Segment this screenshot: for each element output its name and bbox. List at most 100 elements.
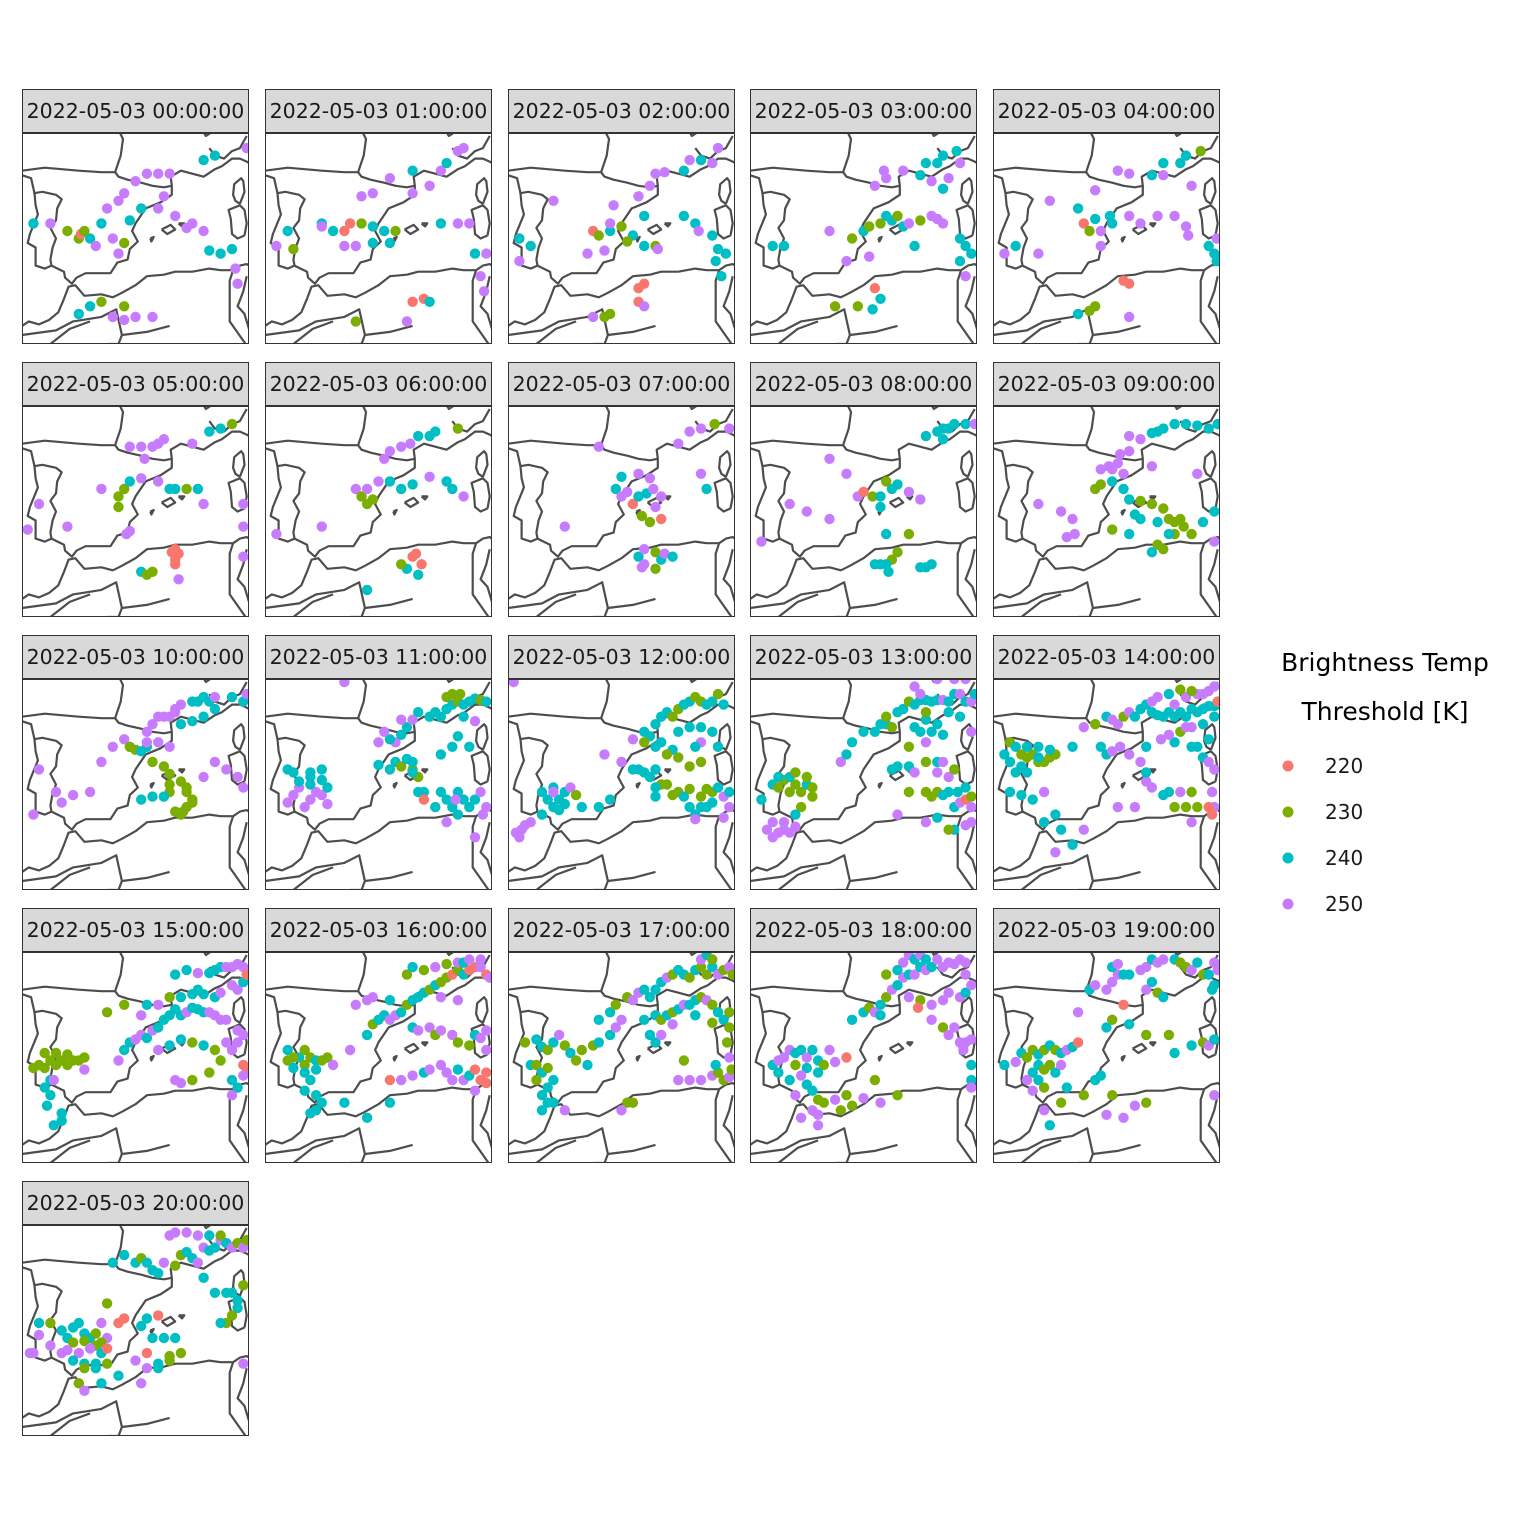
basemap	[750, 952, 977, 1163]
coastline	[646, 223, 663, 236]
data-point	[113, 248, 124, 259]
data-point	[455, 688, 466, 700]
data-point	[158, 191, 170, 202]
data-point	[943, 771, 954, 783]
data-point	[119, 1249, 130, 1261]
coastline	[1120, 781, 1126, 789]
data-point	[50, 786, 62, 798]
data-point	[1124, 168, 1135, 179]
data-point	[724, 423, 735, 434]
data-point	[33, 764, 45, 775]
data-point	[469, 716, 481, 727]
data-point	[435, 165, 447, 176]
data-point	[943, 824, 954, 835]
data-point	[636, 510, 648, 522]
data-point	[1169, 210, 1180, 222]
coastline	[22, 133, 125, 174]
coastline	[33, 190, 63, 266]
data-point	[447, 483, 458, 495]
data-point	[636, 562, 648, 573]
coastline	[202, 679, 226, 684]
data-point	[226, 1287, 238, 1299]
data-point	[559, 1040, 570, 1051]
data-point	[452, 423, 464, 434]
data-point	[344, 1044, 356, 1056]
data-point	[1107, 476, 1118, 487]
data-point	[684, 426, 695, 437]
data-point	[384, 764, 396, 775]
data-point	[881, 528, 892, 540]
data-point	[616, 471, 627, 482]
data-point	[361, 1112, 373, 1124]
data-point	[1186, 722, 1197, 733]
coastline	[877, 235, 883, 243]
coastline	[508, 535, 735, 600]
data-point	[707, 954, 718, 965]
data-point	[966, 248, 977, 259]
data-point	[56, 1325, 67, 1336]
data-point	[101, 203, 113, 214]
data-point	[39, 1062, 50, 1074]
data-point	[175, 992, 187, 1003]
coastline	[750, 263, 977, 327]
legend-label-230: 230	[1325, 800, 1363, 824]
data-point	[226, 418, 238, 430]
data-point	[1192, 468, 1203, 479]
coastline	[1202, 450, 1217, 478]
data-point	[322, 798, 333, 810]
coastline	[228, 542, 247, 617]
coastline	[956, 1088, 975, 1163]
data-point	[1124, 278, 1135, 289]
data-point	[926, 961, 937, 973]
data-point	[24, 1347, 36, 1359]
data-point	[1124, 446, 1135, 457]
data-point	[73, 1347, 85, 1359]
data-point	[164, 168, 175, 179]
data-point	[943, 786, 954, 798]
data-point	[548, 1074, 559, 1086]
data-point	[230, 263, 241, 274]
panel-border	[993, 133, 1220, 344]
data-point	[367, 992, 378, 1003]
data-point	[1186, 528, 1197, 540]
data-point	[1021, 741, 1033, 752]
coastline	[265, 308, 366, 344]
coastline	[49, 866, 91, 890]
data-point	[41, 1100, 53, 1111]
data-point	[952, 786, 963, 798]
data-point	[45, 218, 56, 229]
data-point	[627, 498, 639, 510]
coastline	[750, 1127, 852, 1163]
data-point	[147, 1332, 158, 1344]
coastline	[1148, 495, 1157, 501]
data-point	[1141, 741, 1152, 752]
data-point	[548, 1097, 559, 1108]
data-point	[198, 154, 209, 166]
data-point	[795, 1044, 807, 1056]
data-point	[1146, 461, 1158, 472]
facet-panel: 2022-05-03 00:00:00	[22, 89, 249, 344]
data-point	[548, 801, 559, 813]
data-point	[424, 180, 435, 191]
coastline	[877, 781, 883, 789]
data-point	[644, 473, 656, 484]
facet-strip	[993, 89, 1220, 133]
data-point	[158, 1332, 170, 1344]
coastline	[750, 581, 852, 617]
coastline	[607, 597, 656, 610]
data-point	[999, 1059, 1010, 1071]
data-point	[773, 782, 784, 793]
data-point	[1021, 1052, 1033, 1063]
data-point	[424, 471, 435, 482]
data-point	[198, 498, 209, 510]
data-point	[327, 1059, 339, 1071]
data-point	[909, 969, 920, 980]
data-point	[707, 999, 718, 1010]
coastline	[750, 308, 852, 344]
data-point	[1095, 464, 1107, 475]
data-point	[101, 1298, 113, 1309]
coastline	[470, 1023, 491, 1059]
data-point	[903, 741, 915, 752]
coastline	[600, 444, 659, 462]
data-point	[1044, 744, 1056, 755]
